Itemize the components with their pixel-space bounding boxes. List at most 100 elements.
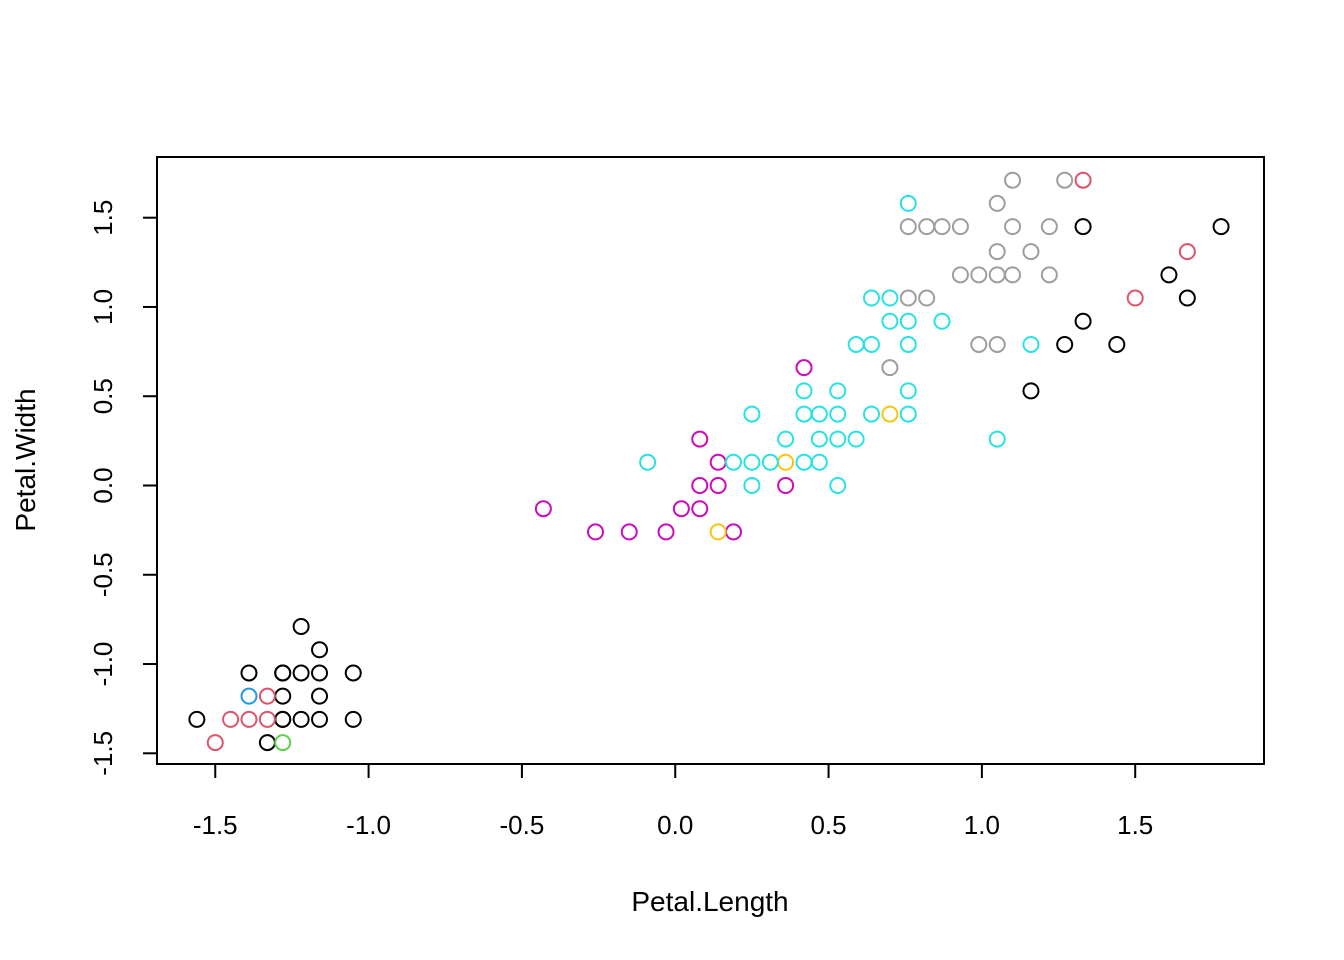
- data-point: [292, 618, 310, 636]
- data-point: [691, 430, 709, 448]
- data-point: [881, 359, 899, 377]
- data-point: [709, 453, 727, 471]
- data-point: [829, 476, 847, 494]
- data-point: [795, 359, 813, 377]
- data-point: [274, 687, 292, 705]
- data-point: [691, 476, 709, 494]
- data-point: [881, 405, 899, 423]
- data-point: [1040, 266, 1058, 284]
- data-point: [777, 476, 795, 494]
- x-tick-label: 1.5: [1117, 810, 1153, 840]
- data-point: [1212, 218, 1230, 236]
- data-point: [862, 289, 880, 307]
- data-point: [724, 453, 742, 471]
- data-point: [847, 430, 865, 448]
- data-point: [743, 476, 761, 494]
- data-point: [292, 664, 310, 682]
- data-point: [1004, 218, 1022, 236]
- data-point: [862, 335, 880, 353]
- data-point: [274, 664, 292, 682]
- x-tick-label: 0.0: [657, 810, 693, 840]
- data-point: [657, 523, 675, 541]
- data-point: [1022, 335, 1040, 353]
- data-point: [311, 687, 329, 705]
- data-point: [1126, 289, 1144, 307]
- data-point: [188, 710, 206, 728]
- data-point: [274, 710, 292, 728]
- data-point: [810, 405, 828, 423]
- data-point: [761, 453, 779, 471]
- data-point: [829, 430, 847, 448]
- data-point: [933, 312, 951, 330]
- data-point: [743, 405, 761, 423]
- data-point: [344, 710, 362, 728]
- data-point: [639, 453, 657, 471]
- x-tick-label: 0.5: [810, 810, 846, 840]
- x-tick-label: -0.5: [500, 810, 545, 840]
- data-point: [1108, 335, 1126, 353]
- data-point: [899, 335, 917, 353]
- data-point: [258, 687, 276, 705]
- data-point: [847, 335, 865, 353]
- y-axis: -1.5 -1.0 -0.5 0.0 0.5 1.0 1.5: [88, 200, 158, 776]
- data-point: [344, 664, 362, 682]
- x-axis: -1.5 -1.0 -0.5 0.0 0.5 1.0 1.5: [193, 763, 1153, 840]
- y-tick-label: -0.5: [88, 552, 118, 597]
- data-point: [691, 500, 709, 518]
- data-point: [1178, 243, 1196, 261]
- y-tick-label: 1.0: [88, 289, 118, 325]
- data-point: [258, 710, 276, 728]
- y-tick-label: 1.5: [88, 200, 118, 236]
- data-point: [709, 523, 727, 541]
- data-point: [311, 664, 329, 682]
- data-point: [988, 266, 1006, 284]
- data-point: [899, 194, 917, 212]
- data-point: [1022, 382, 1040, 400]
- data-point: [311, 641, 329, 659]
- data-point: [899, 382, 917, 400]
- data-point: [881, 289, 899, 307]
- data-point: [795, 382, 813, 400]
- data-point: [899, 405, 917, 423]
- data-point: [862, 405, 880, 423]
- data-points: [188, 171, 1230, 752]
- x-tick-label: -1.0: [346, 810, 391, 840]
- data-point: [240, 664, 258, 682]
- data-point: [240, 687, 258, 705]
- data-point: [274, 734, 292, 752]
- data-point: [1178, 289, 1196, 307]
- data-point: [777, 453, 795, 471]
- data-point: [292, 710, 310, 728]
- y-tick-label: -1.0: [88, 642, 118, 687]
- data-point: [951, 266, 969, 284]
- x-tick-label: 1.0: [964, 810, 1000, 840]
- data-point: [534, 500, 552, 518]
- data-point: [311, 710, 329, 728]
- data-point: [1040, 218, 1058, 236]
- data-point: [620, 523, 638, 541]
- data-point: [258, 734, 276, 752]
- data-point: [240, 710, 258, 728]
- data-point: [1022, 243, 1040, 261]
- data-point: [899, 218, 917, 236]
- data-point: [810, 453, 828, 471]
- data-point: [709, 476, 727, 494]
- data-point: [724, 523, 742, 541]
- data-point: [918, 218, 936, 236]
- y-tick-label: -1.5: [88, 731, 118, 776]
- data-point: [1074, 312, 1092, 330]
- data-point: [743, 453, 761, 471]
- data-point: [810, 430, 828, 448]
- data-point: [970, 266, 988, 284]
- data-point: [951, 218, 969, 236]
- data-point: [1056, 335, 1074, 353]
- data-point: [1056, 171, 1074, 189]
- y-axis-title: Petal.Width: [10, 388, 41, 531]
- data-point: [1004, 266, 1022, 284]
- data-point: [988, 243, 1006, 261]
- data-point: [970, 335, 988, 353]
- data-point: [587, 523, 605, 541]
- data-point: [222, 710, 240, 728]
- x-axis-title: Petal.Length: [631, 886, 788, 917]
- data-point: [795, 405, 813, 423]
